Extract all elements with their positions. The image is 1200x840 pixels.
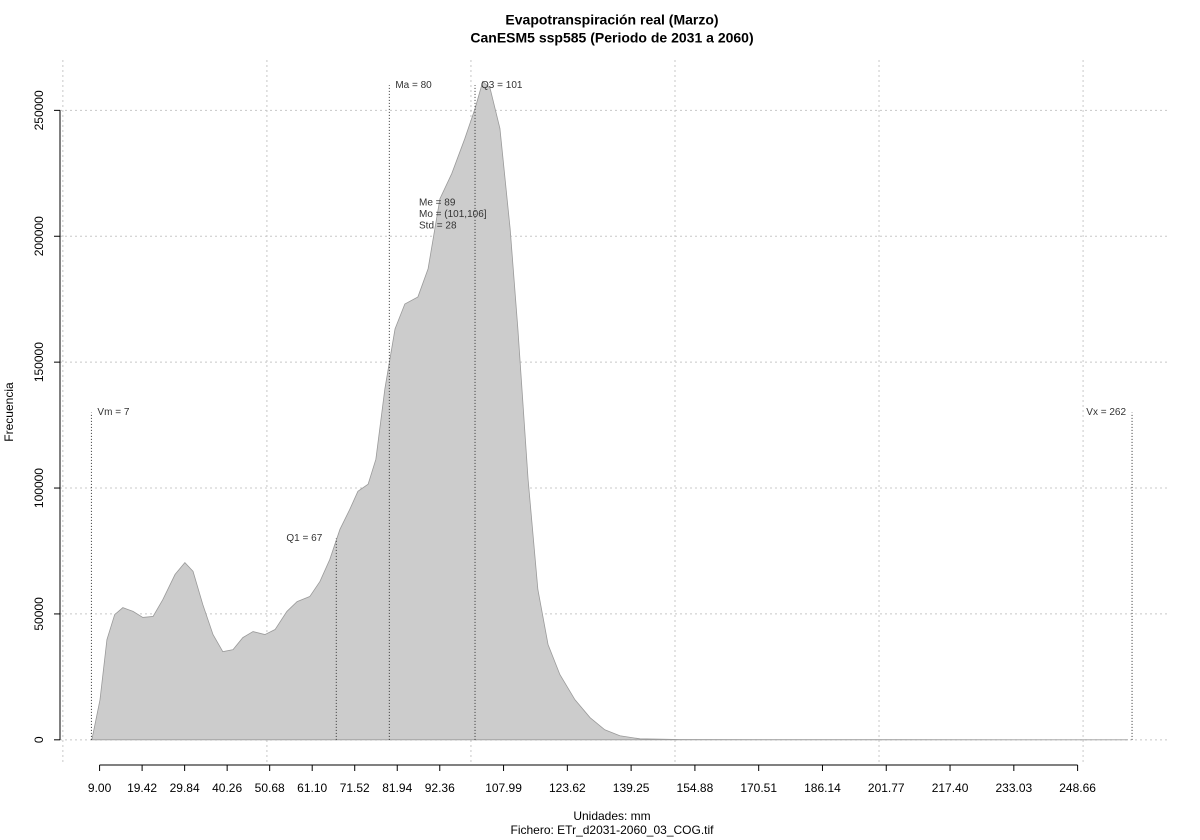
marker-label: Ma = 80 xyxy=(395,80,432,91)
x-tick-label: 107.99 xyxy=(485,781,522,795)
y-tick-label: 50000 xyxy=(32,597,46,631)
y-tick-label: 200000 xyxy=(32,216,46,256)
chart-subtitle: CanESM5 ssp585 (Periodo de 2031 a 2060) xyxy=(470,30,753,46)
x-axis-label: Unidades: mm xyxy=(573,809,650,823)
y-axis-label: Frecuencia xyxy=(2,382,16,442)
x-tick-label: 233.03 xyxy=(995,781,1032,795)
x-tick-label: 71.52 xyxy=(340,781,370,795)
y-tick-label: 250000 xyxy=(32,90,46,130)
stat-label: Std = 28 xyxy=(419,221,457,232)
chart-title: Evapotranspiración real (Marzo) xyxy=(505,12,718,28)
x-tick-label: 248.66 xyxy=(1059,781,1096,795)
marker-label: Vx = 262 xyxy=(1086,407,1126,418)
x-tick-label: 29.84 xyxy=(170,781,200,795)
y-tick-label: 150000 xyxy=(32,342,46,382)
x-tick-label: 19.42 xyxy=(127,781,157,795)
x-tick-label: 154.88 xyxy=(677,781,714,795)
marker-label: Vm = 7 xyxy=(97,407,129,418)
y-tick-label: 0 xyxy=(32,736,46,743)
x-tick-label: 61.10 xyxy=(297,781,327,795)
marker-label: Q3 = 101 xyxy=(481,80,523,91)
x-tick-label: 123.62 xyxy=(549,781,586,795)
x-tick-label: 9.00 xyxy=(88,781,112,795)
x-tick-label: 201.77 xyxy=(868,781,905,795)
x-tick-label: 217.40 xyxy=(932,781,969,795)
marker-label: Q1 = 67 xyxy=(286,533,322,544)
stat-label: Mo = (101,106] xyxy=(419,209,487,220)
density-area xyxy=(91,80,1128,741)
stat-label: Me = 89 xyxy=(419,198,456,209)
x-tick-label: 50.68 xyxy=(255,781,285,795)
y-tick-label: 100000 xyxy=(32,468,46,508)
x-tick-label: 40.26 xyxy=(212,781,242,795)
x-tick-label: 81.94 xyxy=(382,781,412,795)
x-tick-label: 92.36 xyxy=(425,781,455,795)
caption: Fichero: ETr_d2031-2060_03_COG.tif xyxy=(511,823,715,837)
x-tick-label: 139.25 xyxy=(613,781,650,795)
x-tick-label: 170.51 xyxy=(740,781,777,795)
x-tick-label: 186.14 xyxy=(804,781,841,795)
